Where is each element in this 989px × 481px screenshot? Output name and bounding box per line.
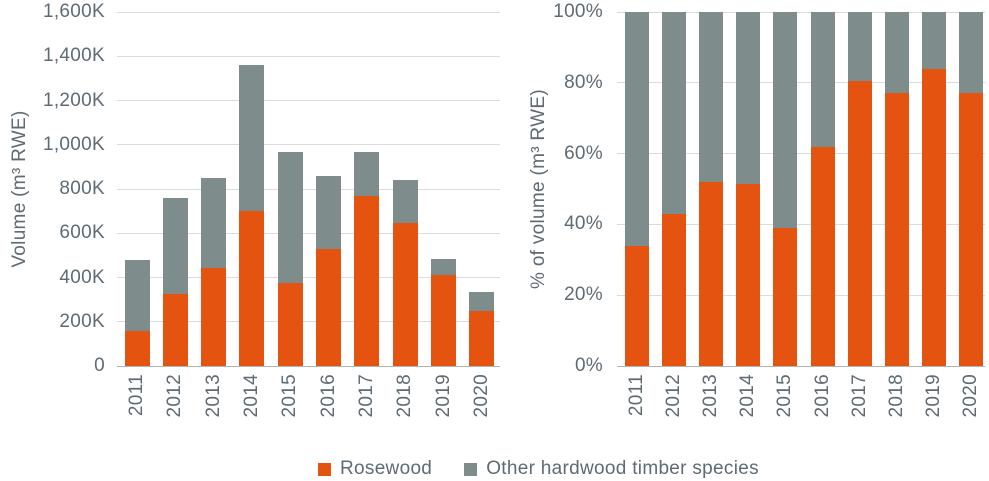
- bar-segment-rosewood-2014: [239, 211, 265, 366]
- bar-segment-other-2015: [277, 152, 303, 284]
- y-tick-label: 1,600K: [42, 1, 105, 22]
- bar-segment-rosewood-2013: [698, 181, 723, 366]
- bar-segment-other-2017: [354, 152, 380, 196]
- bar-segment-other-2012: [661, 12, 686, 214]
- bar-segment-rosewood-2016: [810, 146, 835, 366]
- y-tick-label: 100%: [553, 1, 603, 22]
- x-tick-label: 2014: [737, 374, 759, 418]
- legend: Rosewood Other hardwood timber species: [318, 458, 759, 480]
- y-tick-label: 1,200K: [42, 89, 105, 111]
- bar-segment-other-2018: [392, 180, 418, 224]
- y-axis-title-percent: % of volume (m³ RWE): [528, 89, 549, 289]
- y-tick-label: 1,400K: [42, 45, 105, 67]
- bar-segment-rosewood-2011: [124, 330, 150, 366]
- y-tick-label: 0: [94, 355, 105, 376]
- bar-segment-rosewood-2019: [922, 68, 947, 366]
- legend-item-other: Other hardwood timber species: [464, 458, 759, 480]
- legend-swatch-other-icon: [464, 462, 478, 476]
- bar-segment-other-2016: [810, 12, 835, 147]
- x-tick-label: 2013: [699, 374, 721, 418]
- y-tick-label: 600K: [59, 222, 105, 244]
- x-tick-label: 2016: [811, 374, 833, 418]
- gridline: [117, 277, 500, 278]
- y-tick-label: 40%: [564, 213, 603, 235]
- bar-segment-rosewood-2019: [431, 275, 457, 366]
- bar-segment-other-2017: [847, 12, 872, 82]
- bar-segment-rosewood-2020: [469, 310, 495, 366]
- y-tick-label: 200K: [59, 310, 105, 332]
- bar-segment-rosewood-2015: [277, 283, 303, 366]
- gridline: [617, 82, 985, 84]
- bar-segment-other-2019: [922, 12, 947, 69]
- bar-segment-rosewood-2014: [736, 183, 761, 366]
- bar-segment-rosewood-2012: [661, 213, 686, 366]
- gridline: [617, 294, 985, 296]
- gridline: [117, 232, 500, 234]
- bar-segment-rosewood-2011: [624, 245, 649, 366]
- bar-segment-other-2011: [124, 259, 150, 331]
- x-axis-baseline: [117, 365, 500, 367]
- y-tick-label: 20%: [564, 284, 603, 306]
- bar-segment-other-2013: [698, 12, 723, 182]
- bar-segment-other-2019: [431, 258, 457, 276]
- gridline: [117, 55, 500, 57]
- bar-segment-rosewood-2016: [316, 248, 342, 366]
- x-tick-label: 2015: [774, 374, 796, 418]
- x-tick-label: 2011: [625, 374, 647, 417]
- legend-label-other: Other hardwood timber species: [486, 458, 759, 479]
- x-tick-label: 2018: [885, 374, 907, 418]
- bar-segment-rosewood-2012: [162, 294, 188, 366]
- y-tick-label: 0%: [574, 355, 603, 376]
- bar-segment-other-2015: [773, 12, 798, 228]
- bar-segment-other-2012: [162, 197, 188, 295]
- bar-segment-rosewood-2015: [773, 227, 798, 366]
- y-tick-label: 80%: [564, 71, 603, 93]
- gridline: [617, 223, 985, 225]
- bar-segment-other-2011: [624, 12, 649, 246]
- bar-segment-other-2014: [239, 65, 265, 212]
- bar-segment-other-2016: [316, 175, 342, 249]
- gridline: [617, 153, 985, 155]
- bar-segment-rosewood-2018: [392, 223, 418, 366]
- bar-segment-other-2014: [736, 12, 761, 184]
- gridline: [617, 11, 985, 13]
- gridline: [117, 188, 500, 190]
- bar-segment-rosewood-2017: [354, 195, 380, 366]
- x-axis-baseline: [617, 365, 985, 367]
- y-tick-label: 60%: [564, 142, 603, 164]
- bar-segment-rosewood-2017: [847, 81, 872, 366]
- bar-segment-other-2020: [959, 12, 984, 94]
- gridline: [117, 11, 500, 13]
- gridline: [117, 100, 500, 101]
- x-tick-label: 2017: [848, 374, 870, 418]
- y-tick-label: 800K: [59, 178, 105, 199]
- x-tick-label: 2019: [923, 374, 945, 418]
- bar-segment-rosewood-2013: [201, 267, 227, 366]
- y-tick-label: 1,000K: [42, 133, 105, 155]
- bar-segment-rosewood-2018: [884, 93, 909, 366]
- legend-swatch-rosewood-icon: [318, 462, 331, 476]
- bar-segment-other-2013: [201, 177, 227, 268]
- gridline: [117, 321, 500, 323]
- x-tick-label: 2012: [662, 374, 684, 418]
- legend-item-rosewood: Rosewood: [318, 458, 432, 480]
- bar-segment-rosewood-2020: [959, 93, 984, 366]
- y-tick-label: 400K: [59, 266, 105, 288]
- bar-segment-other-2018: [884, 12, 909, 94]
- legend-label-rosewood: Rosewood: [340, 458, 433, 479]
- x-tick-label: 2020: [960, 374, 982, 418]
- bar-segment-other-2020: [469, 291, 495, 311]
- gridline: [117, 144, 500, 146]
